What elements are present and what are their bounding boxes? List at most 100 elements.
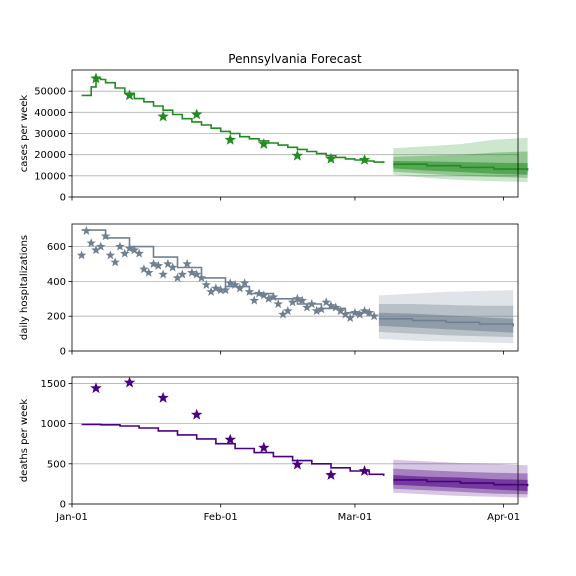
observed-point	[157, 110, 169, 122]
chart-title: Pennsylvania Forecast	[228, 52, 362, 66]
observed-point	[123, 89, 136, 101]
observed-point	[283, 305, 293, 316]
observed-point	[326, 300, 336, 310]
observed-point	[297, 295, 307, 305]
x-tick-label: Mar-01	[338, 512, 373, 523]
observed-point	[369, 311, 379, 321]
observed-point	[350, 307, 360, 317]
observed-point	[263, 293, 274, 303]
observed-point	[172, 272, 183, 282]
observed-point	[110, 257, 120, 267]
observed-point	[287, 297, 298, 307]
observed-point	[335, 305, 346, 316]
observed-point	[321, 297, 331, 307]
observed-point	[358, 153, 371, 165]
forecast-median-line	[378, 318, 514, 327]
observed-point	[76, 250, 87, 260]
observed-point	[182, 259, 192, 269]
observed-point	[206, 286, 216, 296]
y-tick-label: 400	[47, 277, 66, 288]
y-axis-title: deaths per week	[19, 399, 30, 483]
observed-point	[291, 458, 304, 470]
observed-point	[258, 138, 270, 149]
observed-point	[316, 304, 327, 314]
observed-point	[291, 149, 304, 161]
observed-point	[139, 264, 149, 274]
x-tick-label: Apr-01	[487, 512, 520, 523]
y-tick-label: 1000	[41, 419, 66, 430]
y-tick-label: 1500	[41, 379, 66, 390]
observed-point	[254, 288, 264, 298]
panel-1: 0 10000 20000 30000 40000 50000 cases per week	[19, 69, 529, 204]
y-tick-label: 0	[60, 347, 66, 358]
observed-point	[239, 278, 250, 288]
model-fit-line	[81, 77, 385, 164]
y-tick-label: 0	[60, 500, 66, 511]
y-tick-label: 600	[47, 242, 66, 253]
observed-point	[307, 299, 317, 309]
observed-point	[249, 295, 259, 305]
observed-point	[215, 285, 226, 295]
y-tick-label: 500	[47, 459, 66, 470]
observed-point	[196, 272, 207, 282]
x-tick-label: Feb-01	[204, 512, 238, 523]
y-tick-label: 20000	[34, 150, 66, 161]
axes-frame	[71, 223, 519, 352]
observed-point	[268, 292, 279, 302]
axes-frame	[71, 376, 519, 505]
observed-point	[230, 279, 240, 289]
forecast-median-line	[393, 163, 529, 171]
observed-point	[177, 269, 188, 279]
observed-point	[244, 286, 255, 296]
panel-3: 0 500 1000 1500 Jan-01 Feb-01 Mar-01 Apr-01 deat…	[19, 376, 529, 523]
observed-point	[358, 465, 371, 476]
observed-point	[190, 408, 203, 420]
observed-point	[211, 283, 221, 293]
observed-point	[86, 238, 96, 248]
observed-point	[235, 283, 245, 293]
observed-point	[354, 309, 365, 319]
observed-point	[273, 299, 283, 309]
observed-point	[91, 245, 101, 255]
observed-point	[143, 267, 154, 277]
observed-point	[345, 312, 355, 322]
observed-point	[153, 260, 164, 270]
observed-point	[124, 243, 135, 253]
y-tick-label: 10000	[34, 171, 66, 182]
observed-point	[359, 305, 370, 316]
observed-point	[148, 259, 159, 269]
y-tick-label: 30000	[34, 129, 66, 140]
observed-point	[302, 302, 312, 312]
observed-point	[331, 302, 341, 312]
y-axis-title: cases per week	[19, 95, 30, 173]
observed-point	[90, 72, 102, 84]
model-fit-line	[81, 423, 385, 476]
panel-2: 0 200 400 600 daily hospitalizations	[19, 223, 519, 358]
observed-point	[258, 441, 270, 453]
observed-point	[311, 305, 322, 316]
observed-point	[105, 250, 116, 260]
observed-point	[129, 245, 140, 255]
observed-point	[201, 279, 212, 289]
observed-point	[292, 293, 303, 303]
observed-point	[325, 152, 337, 164]
observed-point	[134, 248, 144, 258]
observed-point	[340, 309, 351, 319]
observed-point	[325, 469, 337, 480]
y-tick-label: 40000	[34, 108, 66, 119]
observed-point	[278, 309, 288, 319]
y-tick-label: 0	[60, 193, 66, 204]
observed-point	[224, 433, 236, 445]
observed-point	[364, 307, 375, 317]
observed-point	[225, 278, 236, 288]
observed-point	[259, 290, 269, 300]
y-tick-label: 50000	[34, 87, 66, 98]
observed-point	[90, 382, 102, 394]
observed-point	[187, 267, 197, 277]
x-tick-label: Jan-01	[55, 512, 88, 523]
observed-point	[120, 248, 130, 258]
observed-point	[163, 259, 173, 269]
observed-point	[115, 241, 125, 251]
